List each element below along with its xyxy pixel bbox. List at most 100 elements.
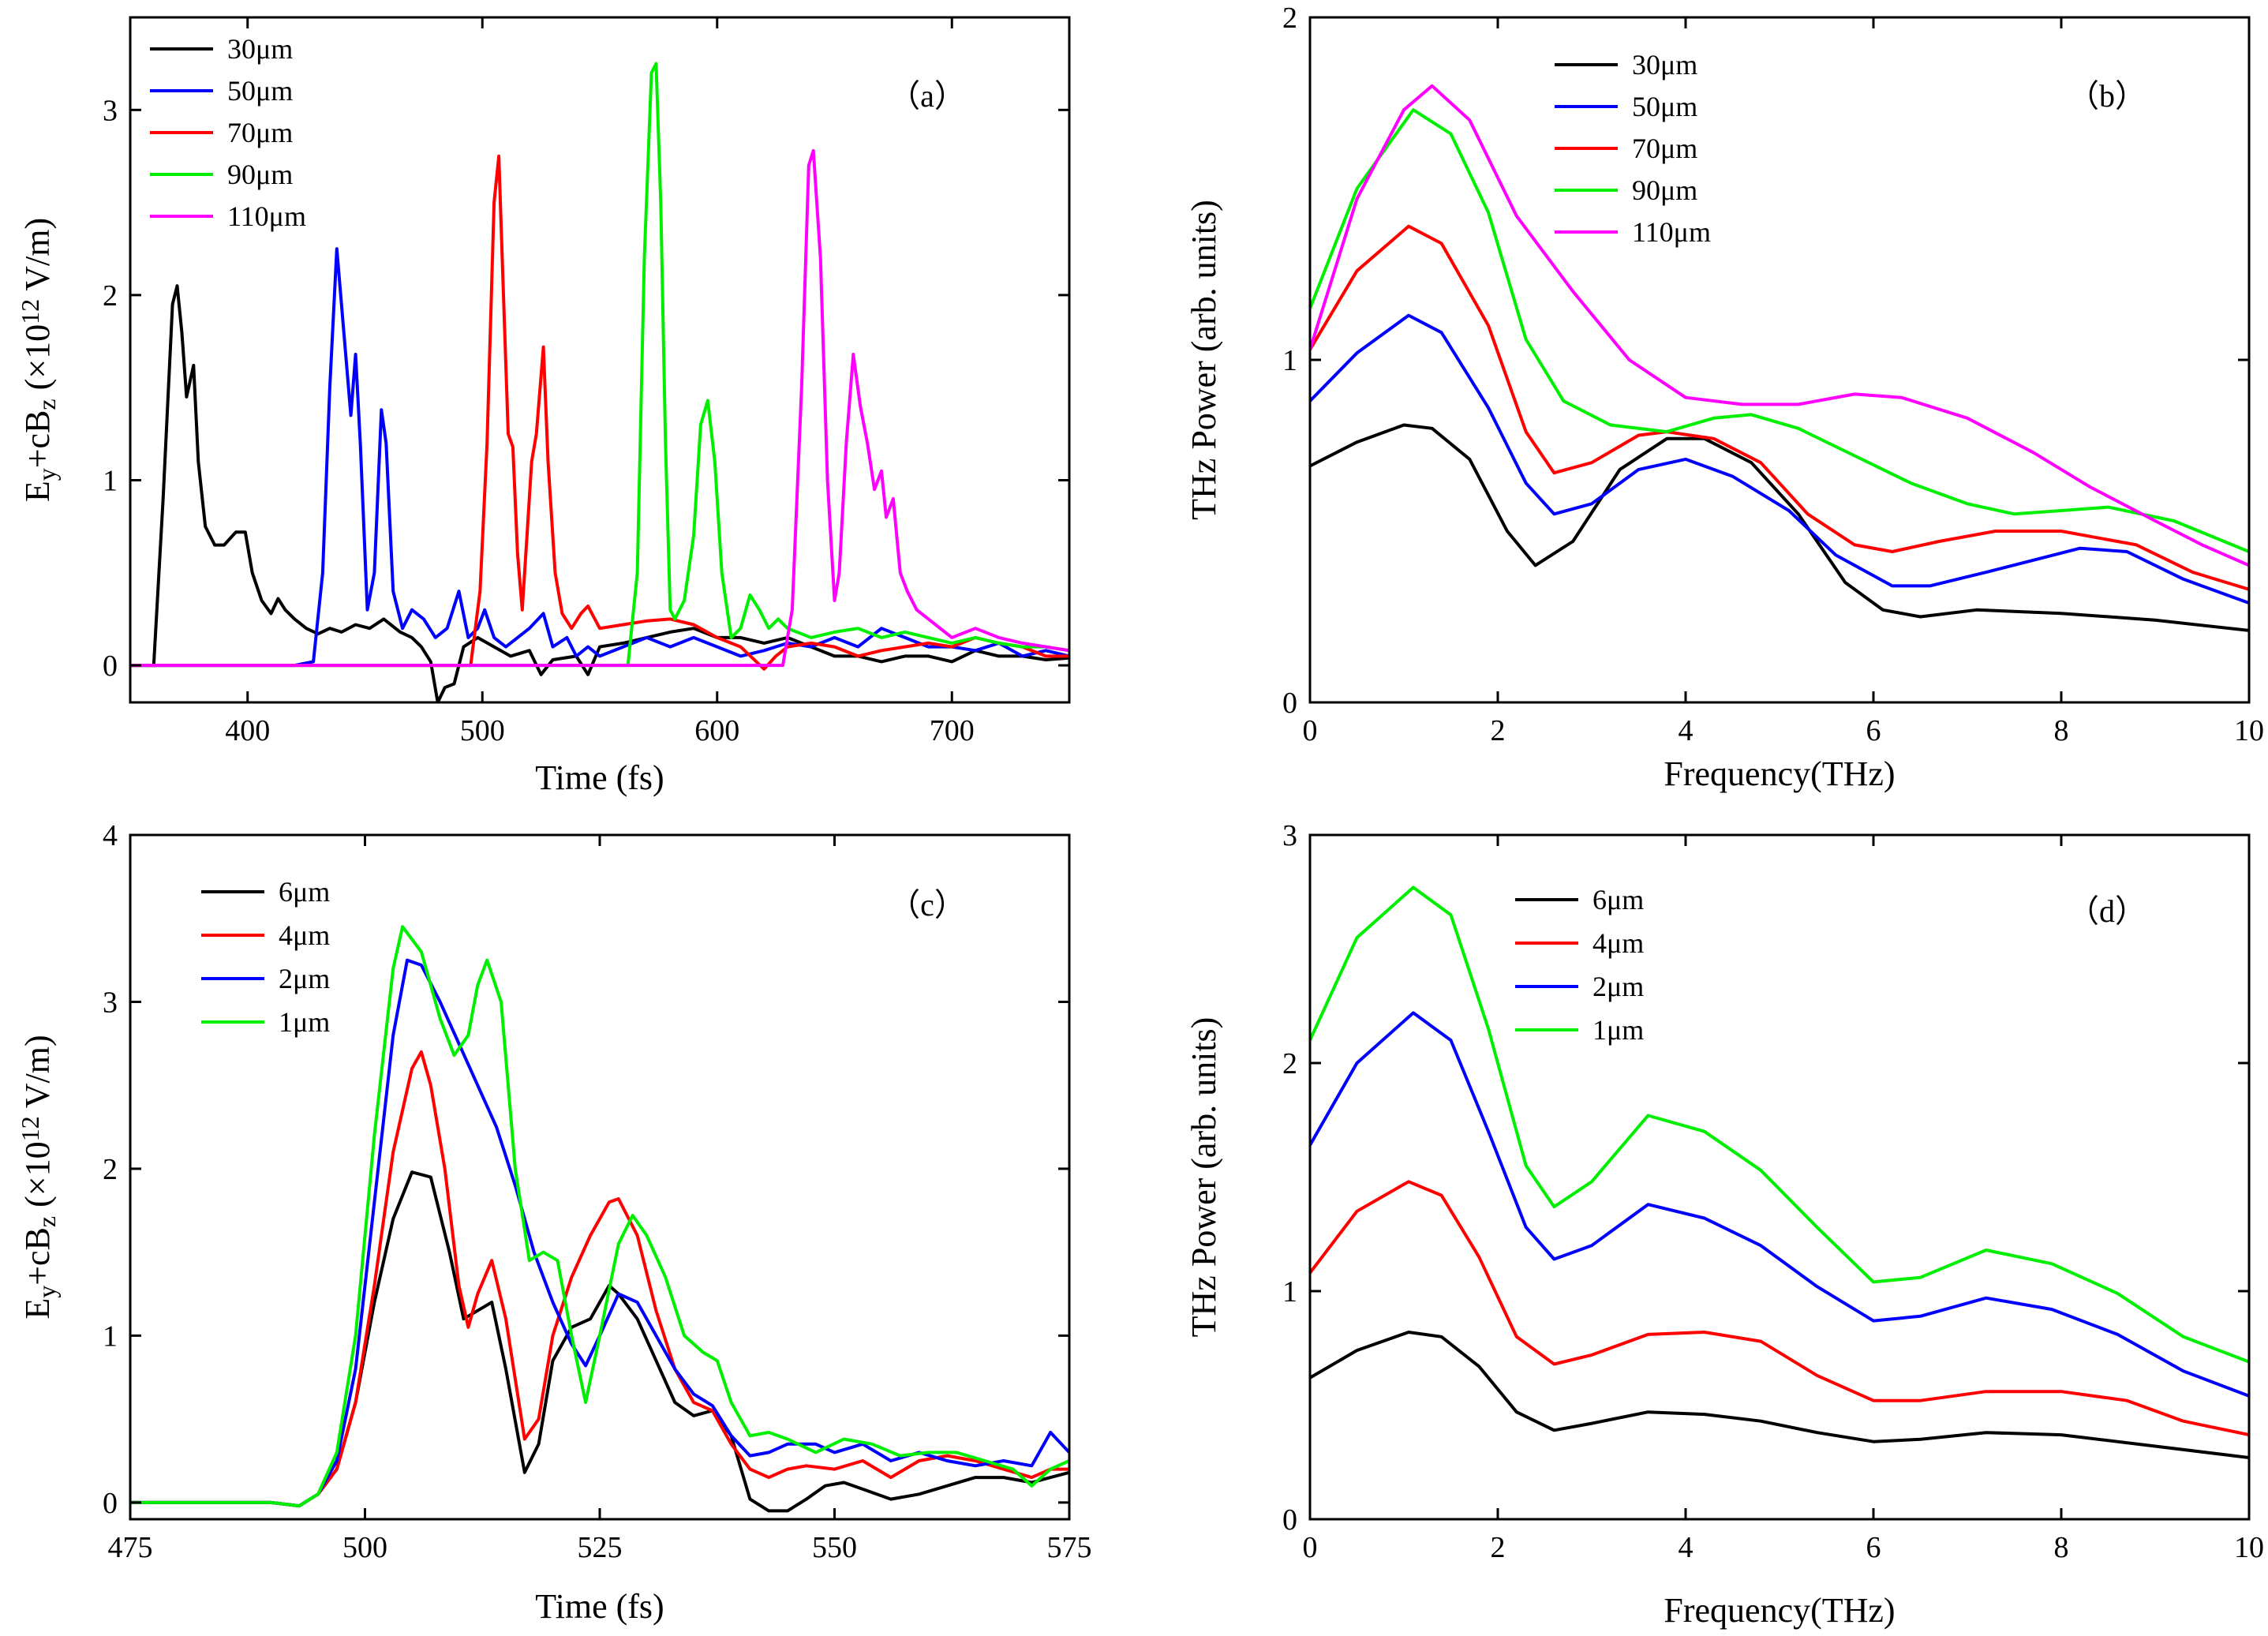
y-axis-title: Ey+cBz (×1012 V/m) bbox=[16, 1035, 61, 1319]
plot-area-a bbox=[130, 62, 1069, 702]
series-line-a-3 bbox=[130, 62, 1069, 668]
x-tick-label: 8 bbox=[2054, 714, 2069, 747]
x-tick-label: 6 bbox=[1866, 1531, 1881, 1564]
x-tick-label: 575 bbox=[1047, 1531, 1092, 1564]
x-axis-title: Frequency(THz) bbox=[1664, 754, 1895, 793]
legend-label: 1μm bbox=[1592, 1014, 1644, 1046]
legend-label: 2μm bbox=[1592, 971, 1644, 1002]
legend-c: 6μm 4μm 2μm 1μm bbox=[201, 876, 330, 1038]
series-line-c-3 bbox=[130, 925, 1069, 1508]
y-axis-title: Ey+cBz (×1012 V/m) bbox=[16, 218, 61, 502]
y-axis-title-sub2: z bbox=[32, 1216, 61, 1227]
plot-area-d bbox=[1310, 885, 2249, 1459]
legend-label: 50μm bbox=[227, 75, 293, 107]
panel-label: （d） bbox=[2068, 893, 2146, 929]
series-line-d-2 bbox=[1310, 1011, 2249, 1398]
y-tick-label: 0 bbox=[1282, 687, 1297, 720]
y-axis-title-sub2: z bbox=[32, 399, 61, 410]
y-axis-title-mid: +cB bbox=[18, 1227, 57, 1286]
x-tick-label: 475 bbox=[108, 1531, 153, 1564]
series-line-b-4 bbox=[1310, 84, 2249, 567]
y-tick-label: 1 bbox=[1282, 1275, 1297, 1308]
series-line-c-0 bbox=[130, 1170, 1069, 1513]
x-tick-label: 500 bbox=[460, 714, 505, 747]
x-tick-label: 400 bbox=[225, 714, 270, 747]
y-tick-label: 3 bbox=[103, 94, 118, 127]
legend-label: 30μm bbox=[227, 33, 293, 65]
panel-d: 0 2 4 6 8 10 0 1 2 3 Frequency(THz) THz Power (arb.… bbox=[1185, 819, 2264, 1630]
x-tick-label: 10 bbox=[2234, 1531, 2264, 1564]
x-tick-label: 6 bbox=[1866, 714, 1881, 747]
y-tick-label: 2 bbox=[1282, 1047, 1297, 1080]
y-tick-label: 3 bbox=[103, 986, 118, 1019]
series-line-d-0 bbox=[1310, 1331, 2249, 1459]
legend-d: 6μm 4μm 2μm 1μm bbox=[1515, 884, 1644, 1046]
y-axis-title-sup: 12 bbox=[16, 1116, 44, 1141]
legend-label: 6μm bbox=[1592, 884, 1644, 915]
x-tick-label: 2 bbox=[1491, 1531, 1506, 1564]
y-tick-label: 3 bbox=[1282, 819, 1297, 852]
legend-a: 30μm 50μm 70μm 90μm 110μm bbox=[150, 33, 306, 232]
legend-label: 90μm bbox=[227, 159, 293, 190]
series-line-a-4 bbox=[130, 148, 1069, 668]
y-tick-label: 0 bbox=[1282, 1503, 1297, 1537]
legend-label: 1μm bbox=[279, 1006, 330, 1038]
y-tick-label: 1 bbox=[1282, 344, 1297, 377]
y-axis-title-mid: +cB bbox=[18, 410, 57, 469]
y-axis-title: THz Power (arb. units) bbox=[1185, 1017, 1223, 1338]
y-tick-label: 1 bbox=[103, 464, 118, 497]
y-axis-title-prefix: E bbox=[18, 1298, 57, 1320]
x-axis-title: Time (fs) bbox=[535, 758, 664, 797]
x-axis-title: Frequency(THz) bbox=[1664, 1591, 1895, 1630]
series-line-b-0 bbox=[1310, 423, 2249, 632]
x-tick-label: 500 bbox=[342, 1531, 387, 1564]
y-tick-label: 0 bbox=[103, 1487, 118, 1520]
series-line-c-1 bbox=[130, 1050, 1069, 1508]
series-line-b-3 bbox=[1310, 108, 2249, 553]
plot-area-c bbox=[130, 925, 1069, 1513]
y-axis-title: THz Power (arb. units) bbox=[1185, 200, 1223, 520]
plot-area-b bbox=[1310, 84, 2249, 632]
series-line-b-2 bbox=[1310, 224, 2249, 591]
y-axis-title-sub1: y bbox=[32, 468, 61, 481]
y-tick-label: 0 bbox=[103, 650, 118, 683]
x-tick-label: 0 bbox=[1303, 1531, 1318, 1564]
panel-label: （b） bbox=[2068, 78, 2146, 114]
y-axis-title-open: (×10 bbox=[18, 324, 57, 399]
x-tick-label: 0 bbox=[1303, 714, 1318, 747]
plot-frame-b bbox=[1308, 16, 2251, 704]
x-tick-label: 4 bbox=[1679, 714, 1694, 747]
legend-label: 4μm bbox=[1592, 927, 1644, 959]
x-tick-label: 525 bbox=[578, 1531, 623, 1564]
x-tick-label: 550 bbox=[812, 1531, 857, 1564]
series-line-b-1 bbox=[1310, 313, 2249, 605]
y-axis-title-open: (×10 bbox=[18, 1141, 57, 1215]
legend-label: 90μm bbox=[1632, 174, 1697, 206]
x-tick-label: 600 bbox=[694, 714, 739, 747]
panel-label: （c） bbox=[889, 887, 966, 923]
panel-c: 475 500 525 550 575 0 12 3 4 Time (fs) Ey+cBz (×10… bbox=[16, 819, 1091, 1626]
panel-label: （a） bbox=[889, 78, 966, 114]
y-axis-title-sub1: y bbox=[32, 1286, 61, 1298]
x-tick-label: 10 bbox=[2234, 714, 2264, 747]
x-tick-label: 8 bbox=[2054, 1531, 2069, 1564]
legend-label: 50μm bbox=[1632, 91, 1697, 122]
series-line-d-1 bbox=[1310, 1180, 2249, 1437]
series-line-c-2 bbox=[130, 958, 1069, 1508]
plot-frame-d bbox=[1308, 833, 2251, 1521]
x-axis-title: Time (fs) bbox=[535, 1587, 664, 1626]
series-line-a-2 bbox=[130, 154, 1069, 671]
y-tick-label: 2 bbox=[103, 1153, 118, 1186]
y-tick-label: 4 bbox=[103, 819, 118, 852]
legend-label: 30μm bbox=[1632, 49, 1697, 80]
y-axis-title-close: V/m) bbox=[18, 1035, 57, 1116]
y-axis-title-prefix: E bbox=[18, 481, 57, 502]
x-tick-label: 2 bbox=[1491, 714, 1506, 747]
legend-label: 110μm bbox=[1632, 216, 1711, 248]
legend-label: 6μm bbox=[279, 876, 330, 908]
series-line-a-1 bbox=[130, 247, 1069, 668]
legend-label: 4μm bbox=[279, 919, 330, 951]
series-line-a-0 bbox=[130, 284, 1069, 702]
